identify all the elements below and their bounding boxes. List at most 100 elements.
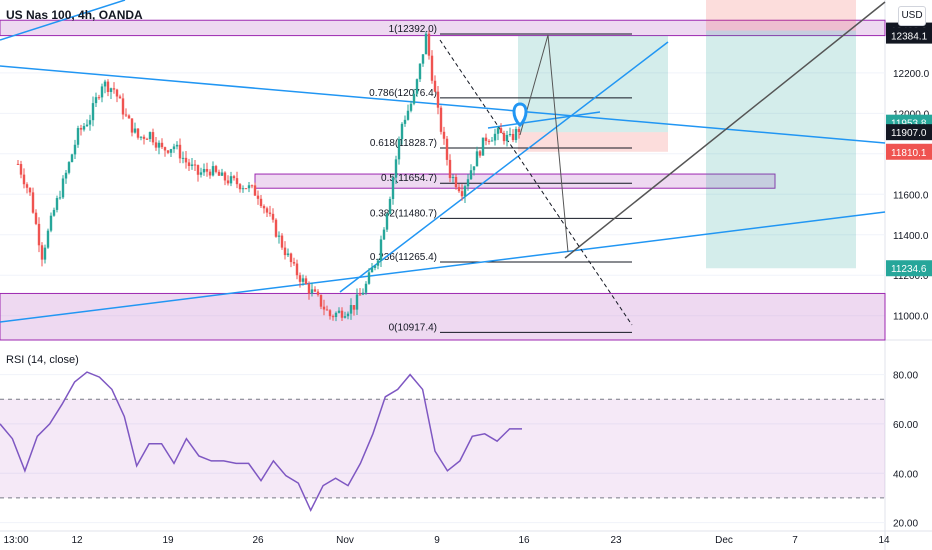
candle-body bbox=[55, 198, 59, 210]
candle-body bbox=[412, 93, 416, 104]
candle-body bbox=[85, 124, 89, 127]
candle-body bbox=[157, 142, 161, 148]
candle-body bbox=[136, 128, 140, 138]
candle-body bbox=[235, 178, 239, 185]
price-badge bbox=[886, 260, 932, 277]
candle-body bbox=[388, 198, 392, 214]
candle-body bbox=[97, 97, 101, 99]
candle-body bbox=[514, 128, 518, 141]
candle-body bbox=[469, 170, 473, 180]
price-badge-label: 11234.6 bbox=[891, 264, 927, 275]
candle-body bbox=[34, 212, 38, 224]
candle-body bbox=[82, 126, 86, 130]
candle-body bbox=[52, 209, 56, 216]
candle-body bbox=[505, 134, 509, 142]
candle-body bbox=[211, 166, 215, 176]
candle-body bbox=[40, 245, 44, 260]
short-position-target-area bbox=[706, 30, 856, 269]
candle-body bbox=[217, 171, 221, 176]
candle-body bbox=[340, 310, 344, 318]
price-badge-label: 12384.1 bbox=[891, 32, 928, 43]
upper-left-trendline bbox=[0, 0, 126, 41]
candle-body bbox=[304, 278, 308, 285]
candle-body bbox=[124, 114, 128, 116]
candle-body bbox=[475, 151, 479, 167]
currency-button[interactable]: USD bbox=[898, 6, 926, 26]
candle-body bbox=[247, 185, 251, 189]
rising-trendline bbox=[339, 41, 669, 293]
time-tick-label: 12 bbox=[71, 535, 83, 546]
candle-body bbox=[67, 162, 71, 173]
candle-body bbox=[79, 128, 83, 130]
time-tick-label: 13:00 bbox=[3, 535, 28, 546]
price-tick-label: 12200.0 bbox=[893, 69, 930, 80]
price-tick-label: 11200.0 bbox=[893, 271, 929, 282]
candle-body bbox=[175, 144, 179, 147]
candle-body bbox=[421, 54, 425, 64]
candle-body bbox=[463, 186, 467, 197]
candle-body bbox=[151, 132, 155, 143]
time-tick-label: 9 bbox=[434, 535, 440, 546]
candle-body bbox=[418, 63, 422, 80]
candle-body bbox=[376, 260, 380, 266]
location-pin-icon bbox=[512, 102, 528, 127]
candle-body bbox=[229, 176, 233, 184]
candle-body bbox=[112, 88, 116, 90]
candle-body bbox=[199, 172, 203, 175]
candle-body bbox=[493, 133, 497, 141]
candle-body bbox=[481, 137, 485, 156]
candle-body bbox=[328, 310, 332, 317]
candle-body bbox=[322, 306, 326, 310]
candle-body bbox=[265, 208, 269, 213]
candle-body bbox=[262, 206, 266, 209]
candle-body bbox=[16, 163, 20, 165]
price-badge-label: 11810.1 bbox=[891, 148, 927, 159]
candle-body bbox=[484, 137, 488, 141]
candle-body bbox=[295, 263, 299, 276]
candle-body bbox=[409, 103, 413, 111]
upper-resistance-zone bbox=[0, 19, 886, 37]
candle-body bbox=[439, 107, 443, 132]
dashed-projection-line bbox=[439, 39, 633, 326]
candle-body bbox=[355, 294, 359, 310]
candle-body bbox=[433, 80, 437, 92]
candle-body bbox=[88, 120, 92, 125]
lower-support-zone bbox=[0, 292, 886, 341]
candle-body bbox=[448, 159, 452, 179]
candle-body bbox=[277, 235, 281, 237]
symbol-title: US Nas 100, 4h, OANDA bbox=[6, 8, 143, 22]
candle-body bbox=[490, 140, 494, 142]
rsi-tick-label: 80.00 bbox=[893, 371, 918, 382]
candle-body bbox=[139, 136, 143, 138]
candle-body bbox=[133, 128, 137, 133]
candle-body bbox=[166, 150, 170, 153]
candle-body bbox=[367, 272, 371, 284]
time-tick-label: 23 bbox=[610, 535, 622, 546]
path-projection-line bbox=[519, 34, 569, 253]
candle-body bbox=[370, 267, 374, 273]
candle-body bbox=[109, 88, 113, 92]
candle-body bbox=[214, 166, 218, 172]
candle-body bbox=[343, 316, 347, 318]
candle-body bbox=[517, 128, 521, 133]
candle-body bbox=[58, 197, 62, 199]
candle-body bbox=[46, 230, 50, 248]
candle-body bbox=[223, 172, 227, 181]
projection-line bbox=[564, 1, 886, 259]
candle-body bbox=[61, 178, 65, 198]
candle-body bbox=[385, 213, 389, 230]
candle-body bbox=[244, 188, 248, 190]
candle-body bbox=[169, 149, 173, 153]
candle-body bbox=[457, 187, 461, 192]
candle-body bbox=[487, 140, 491, 142]
price-badge bbox=[886, 124, 932, 141]
ascending-support-line bbox=[0, 211, 886, 323]
candle-body bbox=[73, 144, 77, 155]
candle-body bbox=[220, 172, 224, 176]
candle-body bbox=[49, 215, 53, 231]
candle-body bbox=[31, 192, 35, 213]
candle-body bbox=[373, 265, 377, 268]
candle-body bbox=[238, 184, 242, 190]
time-tick-label: 14 bbox=[878, 535, 890, 546]
